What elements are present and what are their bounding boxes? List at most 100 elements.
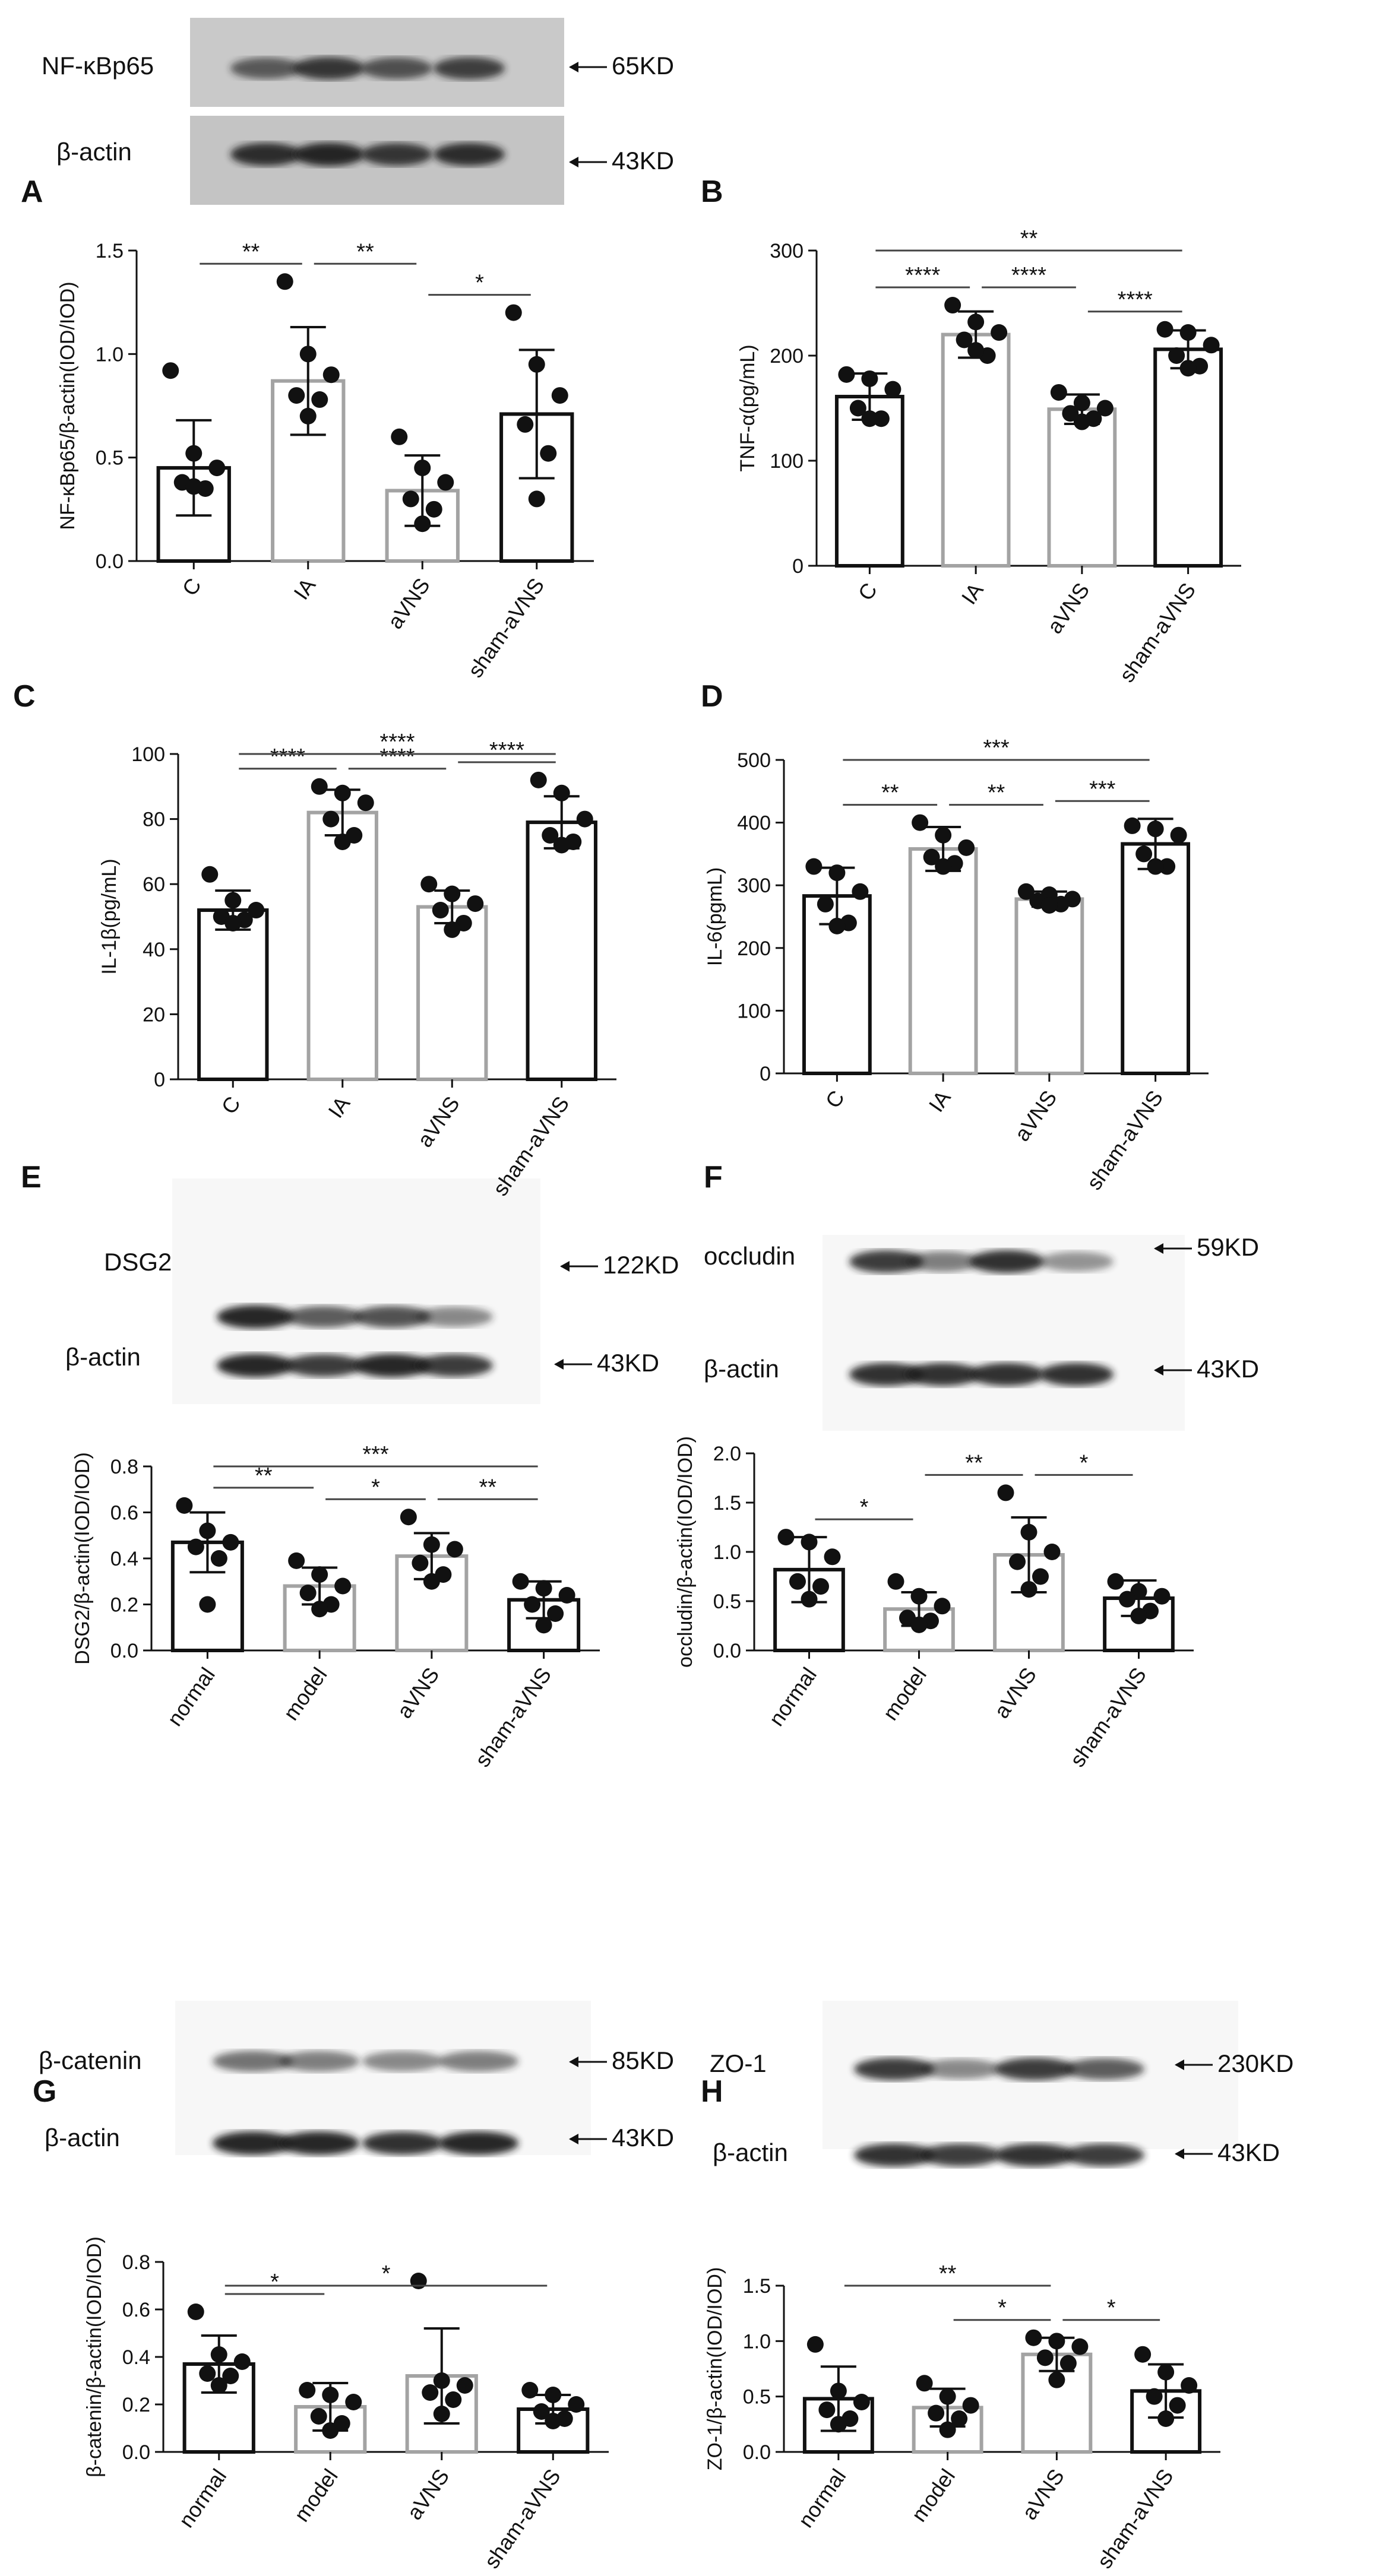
chart-panel-b: B 0 100 200 300 TNF-α(pg/mL) C IA aVNS sham-aVNS *… bbox=[701, 175, 1241, 687]
data-point bbox=[951, 2410, 968, 2427]
y-tick-label: 1.5 bbox=[96, 240, 124, 262]
blot-size-label: 43KD bbox=[1197, 1355, 1259, 1383]
x-tick-label: aVNS bbox=[989, 1663, 1042, 1723]
x-tick-label: aVNS bbox=[1042, 578, 1095, 638]
x-tick-label: sham-aVNS bbox=[479, 2464, 565, 2572]
x-tick-label: sham-aVNS bbox=[1092, 2464, 1178, 2572]
data-point bbox=[299, 407, 317, 424]
blot-band bbox=[416, 1307, 493, 1327]
data-point bbox=[210, 2377, 227, 2394]
data-point bbox=[334, 1577, 352, 1595]
significance-label: **** bbox=[379, 744, 415, 769]
data-point bbox=[547, 1605, 564, 1622]
western-blot-f: occludin 59KD β-actin 43KD bbox=[704, 1233, 1259, 1431]
data-point bbox=[812, 1578, 829, 1595]
significance-label: ** bbox=[965, 1450, 983, 1475]
data-point bbox=[1153, 1588, 1171, 1605]
data-point bbox=[852, 883, 869, 900]
data-point bbox=[830, 2382, 847, 2400]
data-point bbox=[1025, 2329, 1042, 2346]
y-axis-label: IL-6(pgmL) bbox=[704, 867, 726, 966]
blot-band bbox=[362, 2051, 442, 2071]
data-point bbox=[1036, 2349, 1054, 2366]
data-point bbox=[910, 1616, 928, 1633]
x-tick-label: IA bbox=[957, 578, 988, 609]
data-point bbox=[334, 833, 351, 850]
data-point bbox=[433, 2372, 450, 2389]
significance-label: **** bbox=[489, 738, 524, 763]
data-point bbox=[185, 445, 203, 462]
x-tick-label: IA bbox=[289, 573, 320, 604]
blot-band bbox=[213, 2131, 293, 2155]
x-tick-label: sham-aVNS bbox=[1114, 578, 1200, 686]
blot-size-label: 230KD bbox=[1217, 2049, 1293, 2077]
data-point bbox=[187, 1538, 204, 1555]
data-point bbox=[222, 2368, 239, 2384]
data-point bbox=[176, 1497, 193, 1514]
data-point bbox=[467, 895, 484, 912]
data-point bbox=[997, 1484, 1014, 1501]
bar-avns bbox=[993, 1552, 1065, 1652]
x-tick-label: IA bbox=[323, 1092, 355, 1122]
data-point bbox=[1157, 2363, 1175, 2381]
data-point bbox=[414, 515, 431, 533]
chart-panel-f: F 0.0 0.5 1.0 1.5 2.0 occludin/β-actin(IOD/IOD… bbox=[674, 1160, 1194, 1772]
y-tick-label: 1.0 bbox=[96, 343, 124, 366]
data-point bbox=[939, 2421, 956, 2438]
blot-band bbox=[854, 2143, 934, 2167]
arrow-icon bbox=[569, 157, 578, 167]
y-tick-label: 0.6 bbox=[122, 2299, 150, 2321]
blot-band bbox=[970, 1363, 1044, 1386]
y-tick-label: 2.0 bbox=[713, 1443, 741, 1465]
significance-label: **** bbox=[1118, 287, 1153, 312]
data-point bbox=[1048, 2371, 1065, 2388]
blot-band bbox=[279, 2131, 359, 2155]
data-point bbox=[311, 391, 328, 408]
blot-label: β-actin bbox=[713, 2138, 788, 2166]
data-point bbox=[445, 2391, 462, 2408]
y-tick-label: 200 bbox=[770, 345, 804, 367]
data-point bbox=[1168, 347, 1185, 364]
significance-label: * bbox=[371, 1475, 380, 1500]
x-tick-label: normal bbox=[162, 1663, 220, 1731]
data-point bbox=[1032, 1568, 1049, 1585]
data-point bbox=[530, 771, 547, 788]
data-point bbox=[311, 778, 328, 795]
blot-band bbox=[362, 2131, 442, 2155]
significance-label: *** bbox=[983, 736, 1010, 761]
data-point bbox=[944, 297, 961, 314]
significance-label: ** bbox=[881, 781, 899, 806]
data-point bbox=[322, 810, 340, 828]
y-tick-label: 60 bbox=[143, 873, 165, 896]
blot-size-label: 43KD bbox=[612, 2124, 674, 2152]
data-point bbox=[446, 1541, 463, 1558]
panel-letter: B bbox=[701, 175, 723, 209]
bar-ia bbox=[306, 810, 378, 1081]
data-point bbox=[545, 2387, 562, 2403]
y-tick-label: 0.5 bbox=[743, 2386, 771, 2409]
data-point bbox=[849, 400, 866, 417]
blot-band bbox=[970, 1250, 1044, 1273]
data-point bbox=[248, 902, 265, 919]
data-point bbox=[958, 839, 975, 856]
significance-label: ** bbox=[255, 1463, 273, 1488]
data-point bbox=[853, 2394, 870, 2410]
blot-band bbox=[906, 1363, 980, 1386]
x-tick-label: normal bbox=[793, 2464, 851, 2532]
data-point bbox=[437, 474, 454, 491]
blot-band bbox=[213, 2051, 293, 2072]
data-point bbox=[162, 362, 179, 379]
x-tick-label: aVNS bbox=[402, 2464, 454, 2524]
data-point bbox=[939, 2388, 956, 2405]
blot-band bbox=[353, 1306, 431, 1328]
data-point bbox=[1040, 896, 1058, 914]
data-point bbox=[576, 810, 593, 828]
blot-size-label: 122KD bbox=[603, 1251, 679, 1279]
data-point bbox=[224, 892, 242, 909]
blot-band bbox=[921, 2059, 1001, 2079]
significance-label: **** bbox=[905, 263, 940, 288]
arrow-icon bbox=[569, 2057, 578, 2067]
data-point bbox=[830, 2416, 847, 2433]
y-tick-label: 20 bbox=[143, 1003, 165, 1026]
